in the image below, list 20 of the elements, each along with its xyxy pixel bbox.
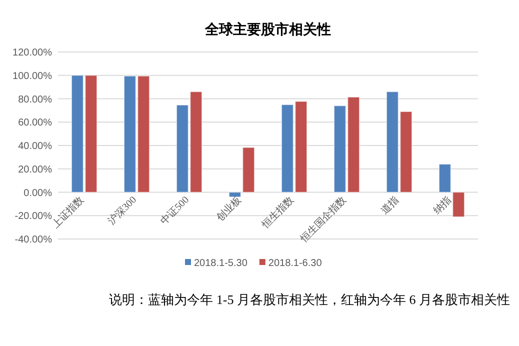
x-tick-label: 创业板: [214, 194, 244, 224]
y-tick-label: 80.00%: [18, 94, 52, 106]
x-tick-label: 恒生指数: [258, 194, 296, 232]
y-tick-label: 100.00%: [12, 70, 52, 82]
y-tick-label: 40.00%: [18, 141, 52, 152]
x-tick-label: 恒生国企指数: [297, 194, 349, 246]
x-tick-label: 道指: [378, 194, 402, 217]
y-tick-label: -20.00%: [14, 211, 52, 222]
y-tick-label: 20.00%: [18, 164, 52, 176]
chart-title: 全球主要股市相关性: [204, 21, 331, 37]
x-tick-label: 中证500: [158, 194, 192, 228]
y-tick-label: 60.00%: [18, 118, 52, 129]
x-tick-label: 纳指: [431, 194, 454, 217]
text: 说明：蓝轴为今年 1-5 月各股市相关性，红轴为今年 6 月各股市相关性: [109, 292, 510, 307]
legend-label: 2018.1-6.30: [268, 258, 322, 269]
y-tick-label: -40.00%: [14, 234, 52, 246]
y-tick-label: 120.00%: [12, 48, 52, 58]
x-tick-label: 沪深300: [106, 194, 139, 228]
legend-label: 2018.1-5.30: [194, 258, 248, 269]
y-tick-label: 0.00%: [24, 188, 52, 199]
